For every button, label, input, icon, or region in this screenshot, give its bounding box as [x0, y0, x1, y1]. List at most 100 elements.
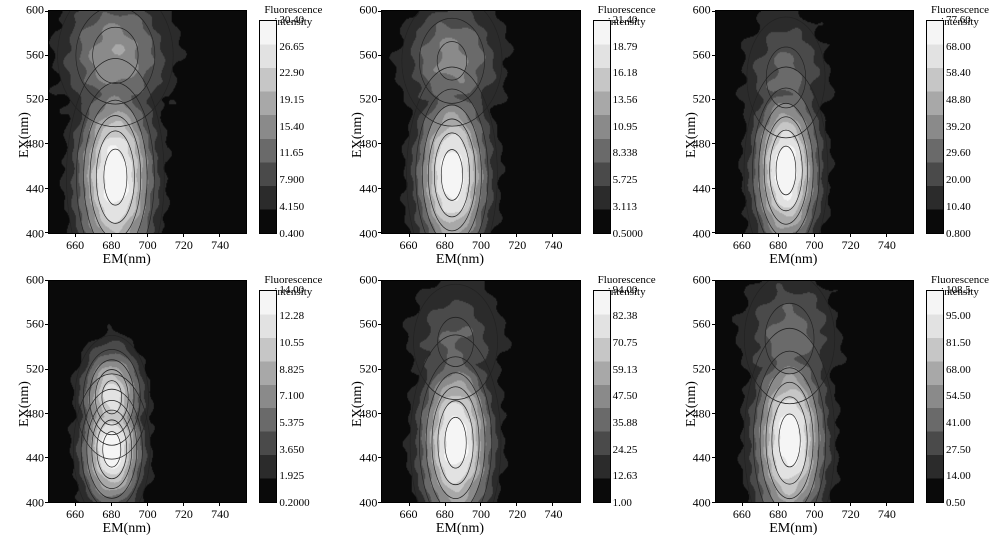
x-tick-label: 720 — [842, 507, 860, 522]
y-tick-label: 440 — [18, 181, 44, 196]
y-tick-label: 600 — [18, 272, 44, 287]
x-tick-label: 720 — [508, 238, 526, 253]
x-tick-label: 720 — [175, 507, 193, 522]
x-tick-label: 680 — [769, 238, 787, 253]
colorbar-tick-label: 10.40 — [946, 201, 971, 213]
y-tick-label: 520 — [351, 361, 377, 376]
colorbar-tick-label: 5.725 — [613, 174, 638, 186]
colorbar-tick-label: 77.60 — [946, 14, 971, 26]
colorbar-tick-label: 3.650 — [279, 444, 304, 456]
colorbar: Fluorescence intensity94.0082.3870.7559.… — [587, 270, 667, 539]
contour-overlay — [49, 11, 246, 233]
y-tick-label: 480 — [18, 406, 44, 421]
colorbar-tick-label: 21.40 — [613, 14, 638, 26]
axes-box — [48, 10, 247, 234]
colorbar-tick-label: 16.18 — [613, 67, 638, 79]
colorbar-tick-label: 1.00 — [613, 497, 632, 509]
y-tick-label: 440 — [351, 181, 377, 196]
x-axis-label: EM(nm) — [103, 521, 151, 537]
x-tick-label: 720 — [842, 238, 860, 253]
colorbar-tick-label: 0.400 — [279, 228, 304, 240]
x-tick-label: 660 — [66, 238, 84, 253]
x-tick-label: 740 — [544, 507, 562, 522]
colorbar-tick-label: 39.20 — [946, 121, 971, 133]
colorbar-tick-label: 14.00 — [946, 470, 971, 482]
x-tick-label: 700 — [472, 507, 490, 522]
colorbar-tick-label: 41.00 — [946, 417, 971, 429]
colorbar: Fluorescence intensity14.0012.2810.558.8… — [253, 270, 333, 539]
y-tick-label: 560 — [685, 317, 711, 332]
x-tick-label: 660 — [400, 238, 418, 253]
x-tick-label: 660 — [733, 507, 751, 522]
colorbar-tick-label: 82.38 — [613, 310, 638, 322]
colorbar-tick-label: 20.00 — [946, 174, 971, 186]
contour-overlay — [716, 281, 913, 503]
colorbar-tick-label: 68.00 — [946, 364, 971, 376]
y-tick-label: 440 — [18, 451, 44, 466]
eem-contour-panel: EX(nm)EM(nm)4004404805205606006606807007… — [667, 270, 1000, 539]
x-tick-label: 680 — [436, 507, 454, 522]
plot-area: EX(nm)EM(nm)4004404805205606006606807007… — [667, 270, 920, 539]
plot-area: EX(nm)EM(nm)4004404805205606006606807007… — [0, 0, 253, 270]
y-tick-label: 520 — [685, 361, 711, 376]
x-tick-label: 740 — [878, 238, 896, 253]
colorbar-tick-label: 54.50 — [946, 390, 971, 402]
x-tick-label: 740 — [211, 238, 229, 253]
y-tick-label: 440 — [685, 181, 711, 196]
colorbar: Fluorescence intensity108.595.0081.5068.… — [920, 270, 1000, 539]
plot-area: EX(nm)EM(nm)4004404805205606006606807007… — [667, 0, 920, 270]
y-tick-label: 560 — [351, 317, 377, 332]
x-tick-label: 720 — [175, 238, 193, 253]
y-tick-label: 400 — [351, 496, 377, 511]
y-tick-label: 400 — [685, 496, 711, 511]
y-tick-label: 480 — [351, 406, 377, 421]
colorbar-tick-label: 27.50 — [946, 444, 971, 456]
colorbar-tick-label: 68.00 — [946, 41, 971, 53]
colorbar-tick-label: 0.800 — [946, 228, 971, 240]
y-tick-label: 440 — [351, 451, 377, 466]
contour-overlay — [716, 11, 913, 233]
colorbar-tick-label: 4.150 — [279, 201, 304, 213]
colorbar-tick-label: 48.80 — [946, 94, 971, 106]
colorbar-tick-label: 30.40 — [279, 14, 304, 26]
x-tick-label: 740 — [544, 238, 562, 253]
colorbar-tick-label: 3.113 — [613, 201, 637, 213]
x-axis-label: EM(nm) — [769, 521, 817, 537]
plot-area: EX(nm)EM(nm)4004404805205606006606807007… — [333, 0, 586, 270]
colorbar-tick-label: 15.40 — [279, 121, 304, 133]
eem-contour-panel: EX(nm)EM(nm)4004404805205606006606807007… — [333, 270, 666, 539]
colorbar-tick-label: 10.95 — [613, 121, 638, 133]
colorbar-tick-label: 58.40 — [946, 67, 971, 79]
x-tick-label: 680 — [102, 507, 120, 522]
x-tick-label: 680 — [436, 238, 454, 253]
y-tick-label: 520 — [18, 92, 44, 107]
colorbar-tick-label: 81.50 — [946, 337, 971, 349]
x-tick-label: 680 — [769, 507, 787, 522]
x-tick-label: 660 — [66, 507, 84, 522]
y-tick-label: 560 — [685, 47, 711, 62]
x-tick-label: 720 — [508, 507, 526, 522]
eem-contour-panel: EX(nm)EM(nm)4004404805205606006606807007… — [0, 0, 333, 270]
colorbar: Fluorescence intensity30.4026.6522.9019.… — [253, 0, 333, 270]
x-tick-label: 700 — [472, 238, 490, 253]
y-tick-label: 480 — [685, 137, 711, 152]
y-tick-label: 560 — [18, 317, 44, 332]
contour-overlay — [382, 11, 579, 233]
axes-box — [715, 10, 914, 234]
y-tick-label: 600 — [18, 3, 44, 18]
plot-area: EX(nm)EM(nm)4004404805205606006606807007… — [0, 270, 253, 539]
x-tick-label: 660 — [400, 507, 418, 522]
y-tick-label: 600 — [351, 3, 377, 18]
x-tick-label: 700 — [805, 238, 823, 253]
colorbar-tick-label: 47.50 — [613, 390, 638, 402]
y-tick-label: 560 — [351, 47, 377, 62]
y-tick-label: 440 — [685, 451, 711, 466]
colorbar-tick-label: 7.100 — [279, 390, 304, 402]
colorbar-tick-label: 70.75 — [613, 337, 638, 349]
x-axis-label: EM(nm) — [769, 252, 817, 268]
colorbar-tick-label: 13.56 — [613, 94, 638, 106]
colorbar-tick-label: 95.00 — [946, 310, 971, 322]
colorbar-tick-label: 24.25 — [613, 444, 638, 456]
colorbar-tick-label: 35.88 — [613, 417, 638, 429]
y-tick-label: 600 — [685, 3, 711, 18]
